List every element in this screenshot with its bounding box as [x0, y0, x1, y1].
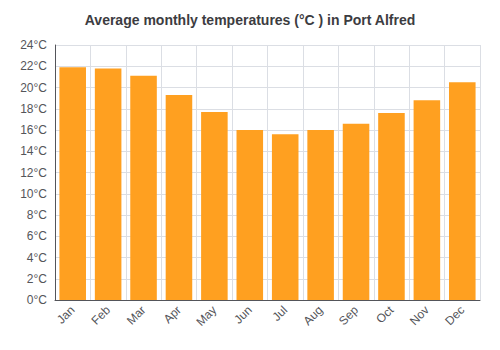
svg-text:Jul: Jul — [269, 303, 290, 324]
svg-text:18°C: 18°C — [20, 102, 47, 116]
svg-text:Nov: Nov — [407, 303, 432, 328]
svg-text:22°C: 22°C — [20, 59, 47, 73]
svg-text:Dec: Dec — [442, 303, 467, 328]
svg-text:Feb: Feb — [89, 303, 114, 328]
svg-text:14°C: 14°C — [20, 144, 47, 158]
svg-text:Jan: Jan — [54, 303, 78, 327]
svg-text:May: May — [193, 303, 219, 329]
svg-text:Mar: Mar — [124, 303, 149, 327]
svg-text:20°C: 20°C — [20, 81, 47, 95]
svg-text:16°C: 16°C — [20, 123, 47, 137]
svg-text:10°C: 10°C — [20, 187, 47, 201]
svg-text:Jun: Jun — [231, 303, 255, 327]
svg-text:4°C: 4°C — [27, 251, 47, 265]
svg-text:Apr: Apr — [161, 303, 184, 326]
svg-text:12°C: 12°C — [20, 166, 47, 180]
svg-text:Aug: Aug — [301, 303, 326, 328]
svg-text:8°C: 8°C — [27, 208, 47, 222]
svg-text:0°C: 0°C — [27, 293, 47, 307]
svg-text:Sep: Sep — [336, 303, 361, 328]
svg-text:Average monthly temperatures (: Average monthly temperatures (°C ) in Po… — [85, 12, 416, 28]
svg-text:2°C: 2°C — [27, 272, 47, 286]
svg-text:6°C: 6°C — [27, 229, 47, 243]
svg-text:Oct: Oct — [373, 303, 397, 327]
svg-text:24°C: 24°C — [20, 38, 47, 52]
